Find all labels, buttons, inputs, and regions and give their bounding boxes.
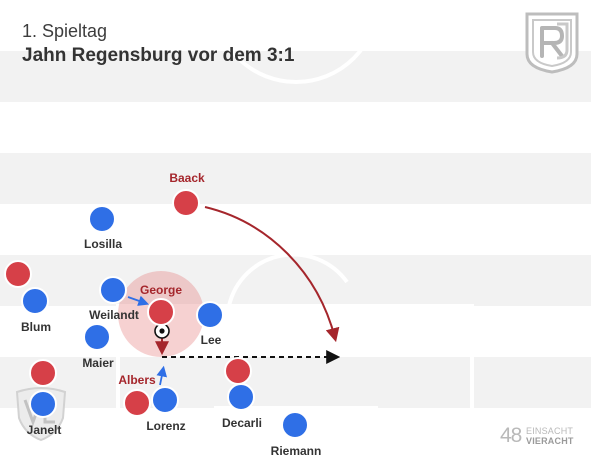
player-marker[interactable] [88, 205, 116, 233]
players: Baack Losilla Blum Weilandt George [4, 171, 322, 458]
player-red-left-2[interactable] [29, 359, 57, 387]
player-marker[interactable] [123, 389, 151, 417]
player-riemann[interactable]: Riemann [271, 411, 322, 458]
player-label: George [140, 283, 182, 297]
player-marker[interactable] [196, 301, 224, 329]
player-marker[interactable] [99, 276, 127, 304]
press-arrow-weilandt [127, 295, 150, 306]
player-lee[interactable]: Lee [196, 301, 224, 347]
player-label: Weilandt [89, 308, 139, 322]
header: 1. Spieltag Jahn Regensburg vor dem 3:1 [22, 20, 294, 68]
player-baack[interactable]: Baack [169, 171, 205, 217]
player-marker[interactable] [172, 189, 200, 217]
player-label: Riemann [271, 444, 322, 458]
player-losilla[interactable]: Losilla [84, 205, 122, 251]
player-label: Lorenz [146, 419, 185, 433]
player-lorenz[interactable]: Lorenz [146, 386, 186, 433]
ball-icon [154, 323, 170, 339]
jahn-regensburg-crest-icon [525, 12, 579, 74]
page-title: Jahn Regensburg vor dem 3:1 [22, 45, 295, 66]
player-marker[interactable] [29, 359, 57, 387]
player-red-decarli[interactable] [224, 357, 252, 385]
player-label: Decarli [222, 416, 262, 430]
brand-number: 48 [500, 424, 522, 447]
player-red-left-1[interactable] [4, 260, 32, 288]
player-weilandt[interactable]: Weilandt [89, 276, 139, 322]
player-marker[interactable] [147, 298, 175, 326]
player-label: Blum [21, 320, 51, 334]
subtitle: 1. Spieltag [22, 21, 108, 41]
player-marker[interactable] [227, 383, 255, 411]
player-george[interactable]: George [140, 283, 182, 326]
player-label: Janelt [27, 423, 62, 437]
player-label: Lee [201, 333, 222, 347]
player-label: Baack [169, 171, 205, 185]
player-marker[interactable] [281, 411, 309, 439]
player-marker[interactable] [83, 323, 111, 351]
player-label: Losilla [84, 237, 122, 251]
player-marker[interactable] [21, 287, 49, 315]
player-marker[interactable] [151, 386, 179, 414]
player-label: Maier [82, 356, 114, 370]
player-maier[interactable]: Maier [82, 323, 114, 370]
player-blum[interactable]: Blum [21, 287, 51, 334]
run-arrow-baack [204, 206, 340, 343]
press-arrow-lorenz [156, 365, 168, 386]
brand-line-1: EINSACHT [526, 426, 574, 436]
player-janelt[interactable]: Janelt [27, 390, 62, 437]
brand-line-2: VIERACHT [526, 436, 574, 446]
player-label: Albers [118, 373, 156, 387]
player-marker[interactable] [224, 357, 252, 385]
player-albers[interactable]: Albers [118, 373, 156, 417]
player-marker[interactable] [4, 260, 32, 288]
player-decarli[interactable]: Decarli [222, 383, 262, 430]
pitch-lines [116, 0, 474, 459]
player-marker[interactable] [29, 390, 57, 418]
